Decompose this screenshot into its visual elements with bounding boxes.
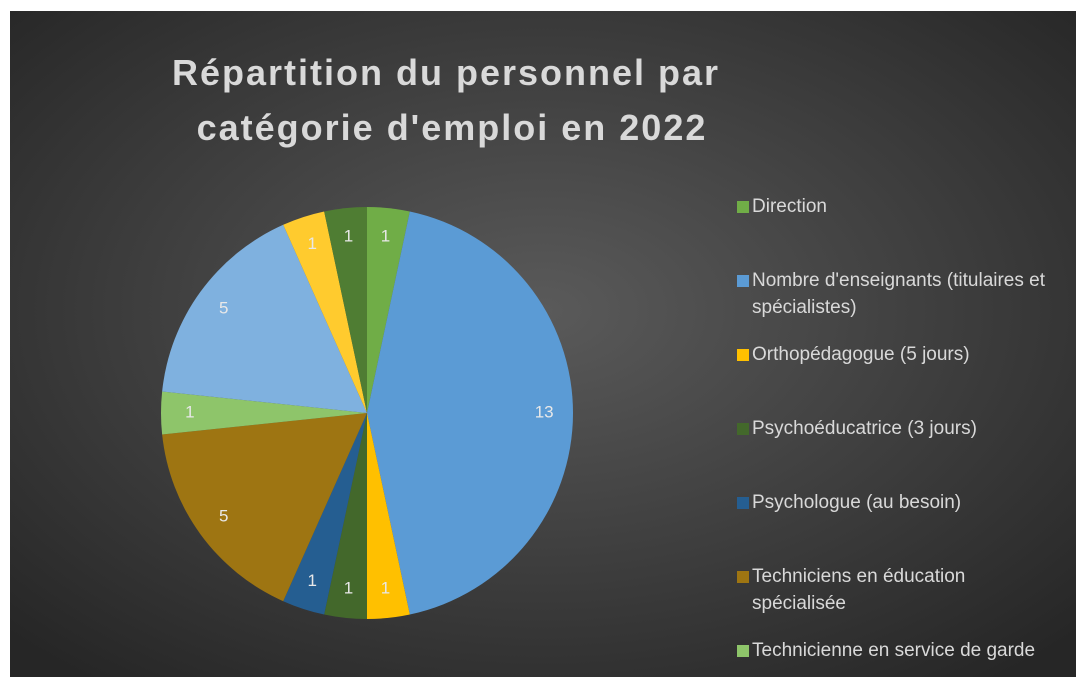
- chart-title: Répartition du personnel par catégorie d…: [172, 52, 732, 148]
- pie-slice: [324, 207, 367, 413]
- pie-slice: [161, 391, 367, 435]
- data-label: 5: [219, 507, 228, 526]
- data-label: 1: [308, 234, 317, 253]
- legend-label: Direction: [752, 196, 827, 217]
- pie-slice: [162, 224, 367, 413]
- pie-slice: [367, 207, 410, 413]
- legend-label: Psychoéducatrice (3 jours): [752, 418, 977, 439]
- data-label: 1: [185, 402, 194, 421]
- data-label: 5: [219, 298, 228, 317]
- legend-swatch: [737, 349, 749, 361]
- pie-slice: [162, 413, 367, 602]
- legend-label: Orthopédagogue (5 jours): [752, 344, 970, 365]
- pie-slice: [324, 413, 367, 619]
- pie-slice: [367, 211, 574, 615]
- legend-swatch: [737, 571, 749, 583]
- pie-slice: [283, 413, 367, 615]
- pie-slice: [283, 211, 367, 413]
- legend-label: Psychologue (au besoin): [752, 492, 961, 513]
- data-label: 1: [381, 226, 390, 245]
- legend-swatch: [737, 201, 749, 213]
- data-label: 1: [308, 571, 317, 590]
- legend-swatch: [737, 275, 749, 287]
- data-label: 1: [344, 226, 353, 245]
- data-label: 1: [344, 579, 353, 598]
- legend-swatch: [737, 423, 749, 435]
- legend-label: Techniciens en éducation spécialisée: [752, 566, 971, 614]
- pie-slice: [367, 413, 410, 619]
- legend-label: Technicienne en service de garde: [752, 640, 1035, 661]
- legend-swatch: [737, 497, 749, 509]
- legend-swatch: [737, 645, 749, 657]
- data-label: 13: [535, 402, 554, 421]
- legend-label: Nombre d'enseignants (titulaires et spéc…: [752, 270, 1050, 318]
- data-label: 1: [381, 579, 390, 598]
